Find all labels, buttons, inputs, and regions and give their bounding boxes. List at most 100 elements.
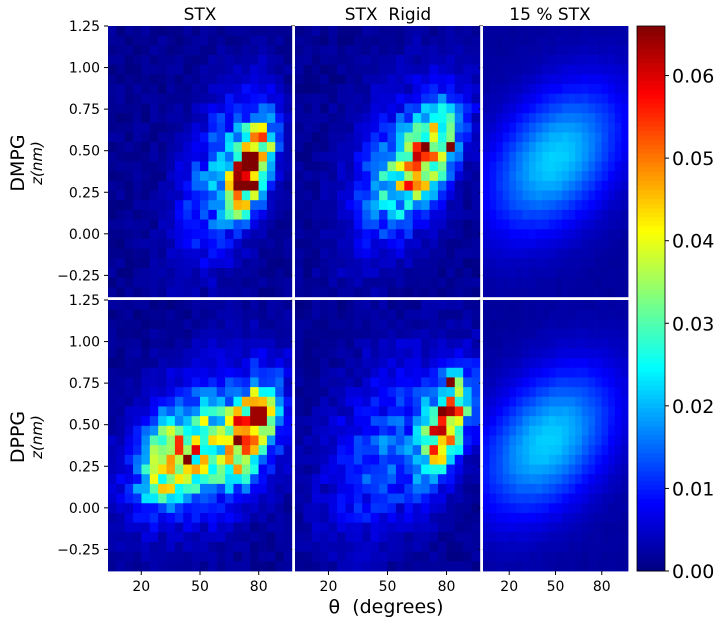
heatmap-cell xyxy=(529,387,537,398)
heatmap-cell xyxy=(275,474,285,485)
heatmap-cell xyxy=(370,464,380,475)
heatmap-cell xyxy=(124,503,134,514)
heatmap-cell xyxy=(320,132,330,143)
heatmap-cell xyxy=(311,84,321,95)
heatmap-cell xyxy=(320,338,330,349)
heatmap-cell xyxy=(225,122,234,133)
heatmap-cell xyxy=(141,522,151,533)
heatmap-cell xyxy=(250,287,259,298)
heatmap-cell xyxy=(174,35,184,46)
heatmap-cell xyxy=(208,493,218,504)
heatmap-cell xyxy=(412,171,422,182)
heatmap-cell xyxy=(502,248,510,259)
heatmap-cell xyxy=(149,387,159,398)
heatmap-cell xyxy=(515,464,523,475)
heatmap-cell xyxy=(575,435,583,446)
heatmap-cell xyxy=(542,454,550,465)
heatmap-cell xyxy=(166,358,176,369)
heatmap-cell xyxy=(208,258,218,269)
heatmap-cell xyxy=(562,348,570,359)
heatmap-cell xyxy=(258,416,268,427)
heatmap-cell xyxy=(575,219,583,230)
heatmap-cell xyxy=(522,142,530,153)
heatmap-cell xyxy=(529,93,537,104)
colorbar-segment xyxy=(637,85,665,91)
heatmap-cell xyxy=(601,84,609,95)
heatmap-cell xyxy=(395,435,405,446)
heatmap-cell xyxy=(370,483,380,494)
colorbar-segment xyxy=(637,30,665,36)
heatmap-cell xyxy=(542,367,550,378)
heatmap-cell xyxy=(601,300,609,311)
heatmap-cell xyxy=(116,229,126,240)
heatmap-cell xyxy=(275,161,285,172)
heatmap-cell xyxy=(311,113,321,124)
heatmap-cell xyxy=(295,122,304,133)
heatmap-cell xyxy=(124,512,134,524)
heatmap-cell xyxy=(362,219,372,230)
heatmap-cell xyxy=(283,45,293,56)
y-tick-label: 0.75 xyxy=(69,376,100,392)
heatmap-cell xyxy=(555,209,563,220)
colorbar-segment xyxy=(637,452,665,458)
heatmap-cell xyxy=(311,190,321,201)
heatmap-cell xyxy=(362,277,372,288)
heatmap-cell xyxy=(412,512,422,524)
heatmap-cell xyxy=(522,367,530,378)
heatmap-cell xyxy=(124,338,134,349)
heatmap-cell xyxy=(362,209,372,220)
heatmap-cell xyxy=(588,200,596,211)
heatmap-cell xyxy=(429,367,439,378)
heatmap-cell xyxy=(303,348,313,359)
heatmap-cell xyxy=(595,309,603,320)
heatmap-cell xyxy=(454,190,464,201)
heatmap-cell xyxy=(149,493,159,504)
heatmap-cell xyxy=(266,142,276,153)
heatmap-cell xyxy=(529,561,537,572)
heatmap-cell xyxy=(116,512,126,524)
heatmap-cell xyxy=(208,300,218,311)
heatmap-cell xyxy=(463,532,472,543)
heatmap-cell xyxy=(621,406,629,417)
heatmap-cell xyxy=(529,248,537,259)
heatmap-cell xyxy=(489,84,497,95)
heatmap-cell xyxy=(183,229,193,240)
heatmap-cell xyxy=(320,445,330,456)
heatmap-cell xyxy=(502,512,510,524)
heatmap-cell xyxy=(345,122,355,133)
heatmap-cell xyxy=(595,122,603,133)
heatmap-cell xyxy=(233,209,243,220)
heatmap-cell xyxy=(241,309,251,320)
heatmap-cell xyxy=(529,532,537,543)
heatmap-cell xyxy=(183,35,193,46)
heatmap-cell xyxy=(233,74,243,85)
heatmap-cell xyxy=(437,151,447,162)
heatmap-cell xyxy=(337,171,346,182)
heatmap-cell xyxy=(429,151,439,162)
heatmap-cell xyxy=(502,84,510,95)
heatmap-cell xyxy=(529,209,537,220)
heatmap-cell xyxy=(370,122,380,133)
heatmap-cell xyxy=(158,26,167,37)
heatmap-cell xyxy=(568,416,576,427)
heatmap-cell xyxy=(124,200,134,211)
heatmap-cell xyxy=(489,151,497,162)
heatmap-cell xyxy=(379,541,388,553)
heatmap-cell xyxy=(362,64,372,75)
heatmap-cell xyxy=(149,300,159,311)
heatmap-cell xyxy=(241,200,251,211)
heatmap-cell xyxy=(133,35,142,46)
heatmap-cell xyxy=(529,45,537,56)
heatmap-cell xyxy=(595,387,603,398)
heatmap-cell xyxy=(183,93,193,104)
heatmap-cell xyxy=(183,180,193,191)
heatmap-cell xyxy=(124,287,134,298)
heatmap-cell xyxy=(575,200,583,211)
heatmap-cell xyxy=(471,387,481,398)
heatmap-cell xyxy=(362,238,372,250)
heatmap-cell xyxy=(437,300,447,311)
heatmap-cell xyxy=(522,338,530,349)
heatmap-cell xyxy=(446,26,456,37)
heatmap-cell xyxy=(581,377,589,388)
heatmap-cell xyxy=(295,161,304,172)
